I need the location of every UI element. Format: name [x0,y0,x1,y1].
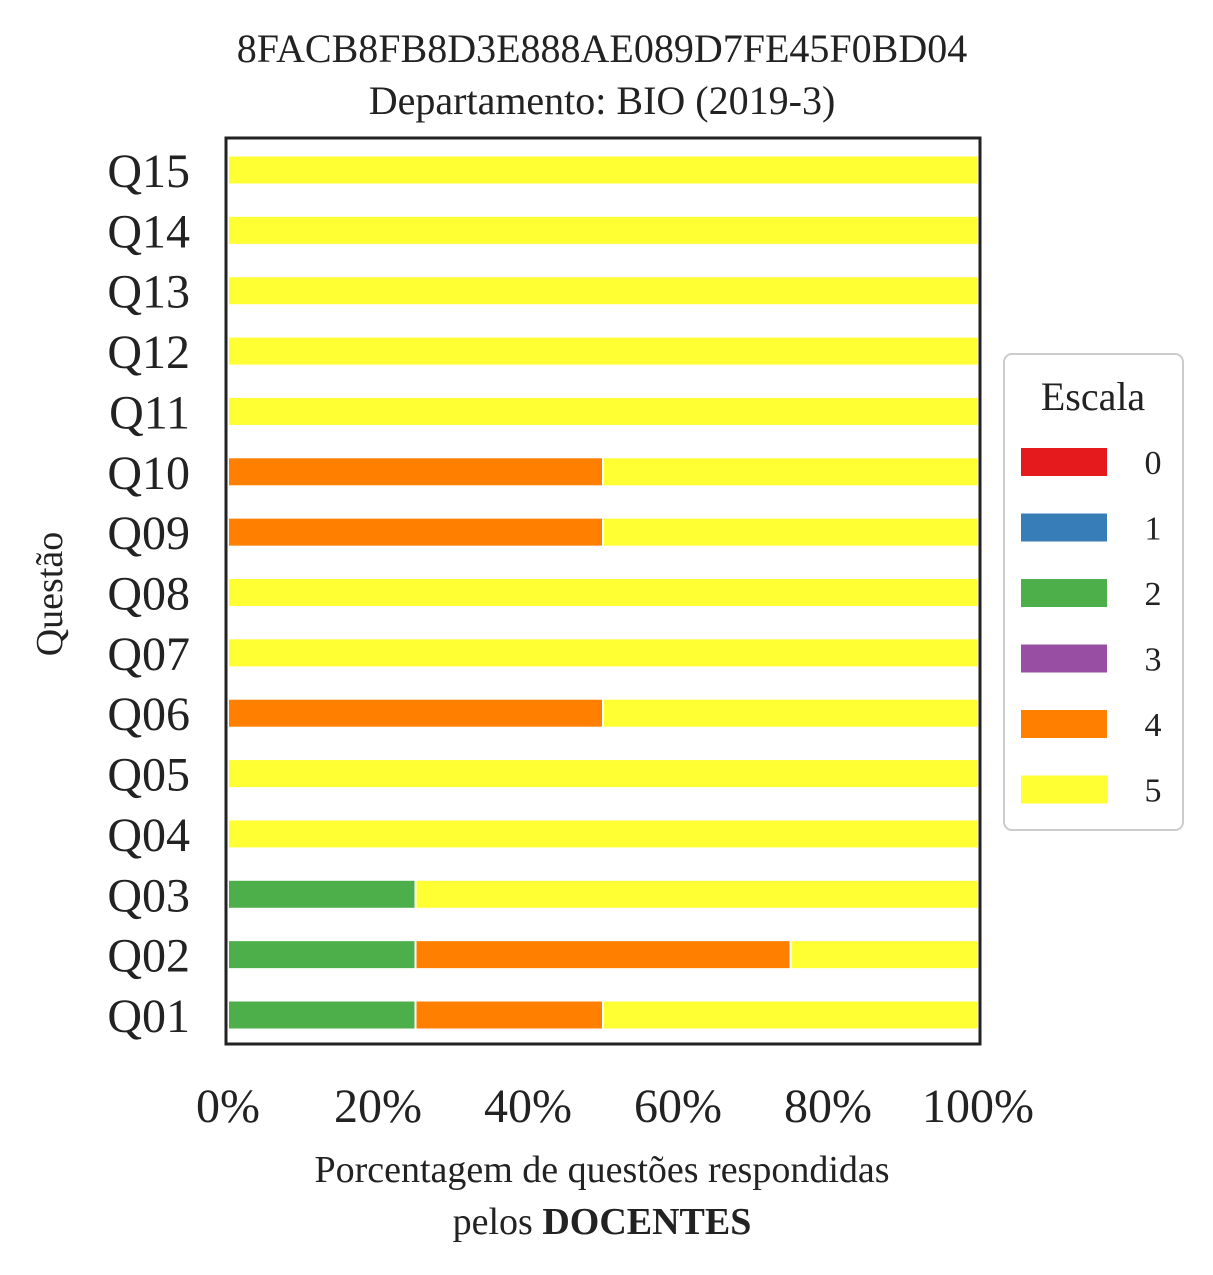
y-tick-q13: Q13 [107,266,190,319]
bar-q06-escala-4 [227,697,604,729]
x-tick-100: 100% [922,1080,1034,1133]
y-axis-label: Questão [29,532,71,657]
bar-q10-escala-4 [227,456,604,488]
bar-q02-escala-4 [414,939,792,971]
y-tick-labels: Q01 Q02 Q03 Q04 Q05 Q06 Q07 Q08 Q09 Q10 Q11 Q12 Q13 Q… [107,145,190,1043]
legend-swatch-5 [1021,775,1107,804]
bars-group [227,154,979,1031]
y-tick-q15: Q15 [107,145,190,198]
x-tick-20: 20% [334,1080,422,1133]
bar-q09-escala-5 [602,516,979,548]
legend-swatch-1 [1021,513,1107,542]
bar-q05-escala-5 [227,758,979,790]
y-tick-q04: Q04 [107,809,190,862]
bar-q10-escala-5 [602,456,979,488]
legend-label-1: 1 [1145,511,1162,548]
y-tick-q12: Q12 [107,326,190,379]
legend-label-0: 0 [1145,445,1162,482]
legend-title: Escala [1041,374,1146,419]
y-tick-q14: Q14 [107,205,190,258]
y-tick-q11: Q11 [109,386,190,439]
x-tick-labels: 0% 20% 40% 60% 80% 100% [196,1080,1034,1133]
y-tick-q05: Q05 [107,749,190,802]
bar-q07-escala-5 [227,637,979,669]
x-tick-80: 80% [784,1080,872,1133]
y-tick-q01: Q01 [107,990,190,1043]
y-tick-q02: Q02 [107,930,190,983]
legend-swatch-2 [1021,579,1107,607]
bar-q08-escala-5 [227,577,979,608]
legend-label-5: 5 [1145,773,1162,810]
bar-q01-escala-5 [602,999,979,1031]
y-tick-q09: Q09 [107,507,190,560]
x-axis-label-bold: DOCENTES [542,1201,751,1243]
bar-q13-escala-5 [227,275,979,307]
legend-items: 0 1 2 3 4 5 [1021,445,1162,810]
plot-frame [224,136,982,1046]
bar-q04-escala-5 [227,818,979,850]
legend-swatch-3 [1021,644,1107,673]
x-axis-label-line2: pelos DOCENTES [453,1201,752,1243]
chart-subtitle: Departamento: BIO (2019-3) [369,78,836,123]
bar-q02-escala-5 [789,939,979,971]
x-axis-label-prefix: pelos [453,1201,543,1243]
legend-label-4: 4 [1145,707,1162,744]
chart-title: 8FACB8FB8D3E888AE089D7FE45F0BD04 [237,26,967,71]
bar-q03-escala-2 [227,878,417,910]
bar-q01-escala-2 [227,999,417,1031]
y-tick-q06: Q06 [107,688,190,741]
legend-label-3: 3 [1145,642,1162,679]
bar-q02-escala-2 [227,939,417,971]
y-tick-q07: Q07 [107,628,190,681]
bar-q15-escala-5 [227,154,979,186]
legend-swatch-0 [1021,448,1107,476]
bar-q11-escala-5 [227,395,979,427]
y-tick-q10: Q10 [107,447,190,500]
legend: Escala 0 1 2 3 4 5 [1003,353,1184,831]
y-tick-q03: Q03 [107,869,190,922]
x-tick-60: 60% [634,1080,722,1133]
bar-q01-escala-4 [414,999,604,1031]
legend-label-2: 2 [1145,576,1162,613]
bar-q09-escala-4 [227,516,604,548]
legend-swatch-4 [1021,710,1107,738]
x-axis-label-line1: Porcentagem de questões respondidas [314,1149,889,1191]
bar-q06-escala-5 [602,697,979,729]
bar-q03-escala-5 [414,878,979,910]
bar-q14-escala-5 [227,214,979,246]
y-tick-q08: Q08 [107,568,190,621]
bar-q12-escala-5 [227,335,979,367]
x-tick-0: 0% [196,1080,260,1133]
x-tick-40: 40% [484,1080,572,1133]
